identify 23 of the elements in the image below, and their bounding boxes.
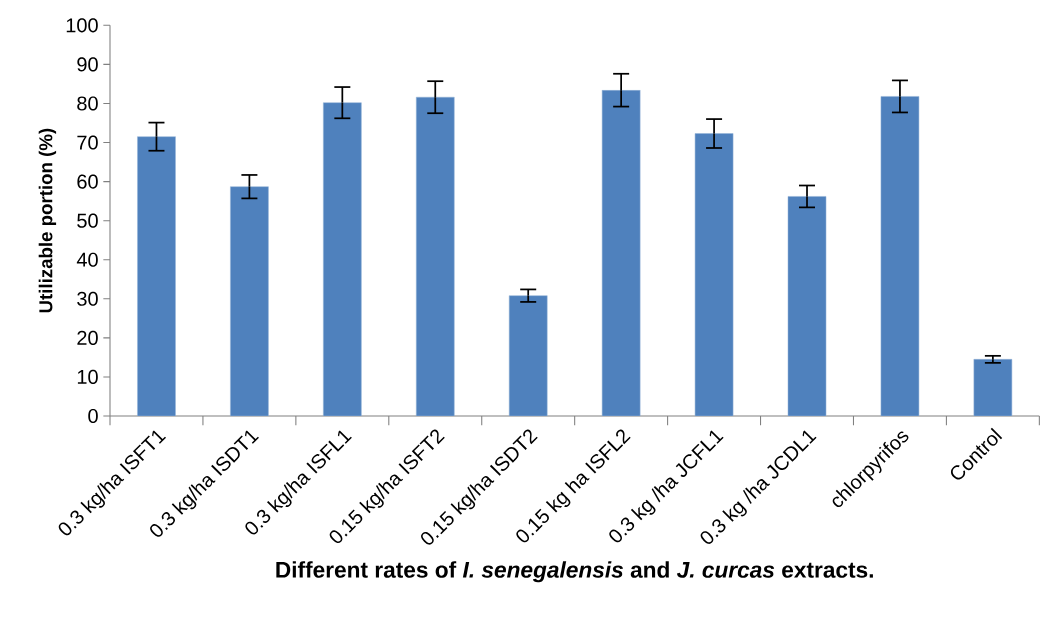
bar xyxy=(508,295,548,417)
y-tick-label: 10 xyxy=(77,370,98,385)
bar xyxy=(787,196,827,417)
y-tick-label: 70 xyxy=(77,135,98,150)
y-tick-label: 50 xyxy=(77,213,98,228)
bar xyxy=(973,359,1013,417)
bar xyxy=(137,136,176,417)
y-tick-label: 40 xyxy=(76,252,98,267)
bar xyxy=(880,96,920,417)
bar xyxy=(416,97,455,417)
y-tick-label: 80 xyxy=(77,96,98,111)
y-tick-label: 90 xyxy=(77,57,98,72)
bar xyxy=(323,102,362,417)
bar xyxy=(694,133,734,417)
y-tick-label: 60 xyxy=(77,174,98,189)
bar xyxy=(601,90,641,417)
y-tick-label: 0 xyxy=(88,409,98,424)
y-tick-label: 20 xyxy=(77,330,98,346)
x-axis-title: Different rates of I. senegalensis and J. curcas extracts. xyxy=(276,561,873,583)
y-tick-label: 100 xyxy=(66,18,98,33)
y-axis-title: Utilizable portion (%) xyxy=(38,128,57,313)
y-tick-label: 30 xyxy=(77,291,98,307)
bar xyxy=(230,186,269,417)
